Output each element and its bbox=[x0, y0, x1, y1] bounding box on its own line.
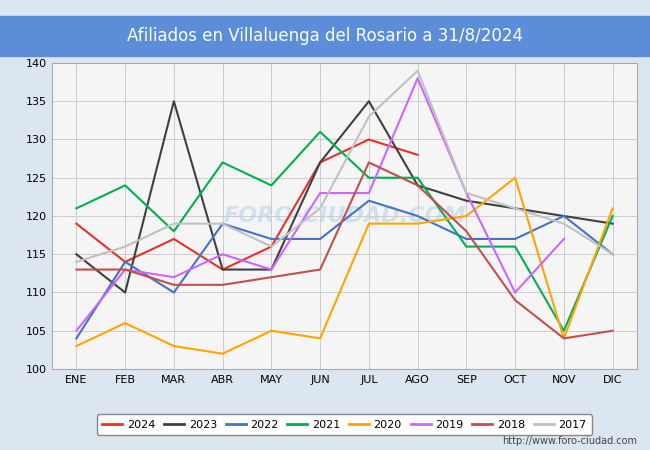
Text: FORO-CIUDAD.COM: FORO-CIUDAD.COM bbox=[223, 206, 466, 226]
Legend: 2024, 2023, 2022, 2021, 2020, 2019, 2018, 2017: 2024, 2023, 2022, 2021, 2020, 2019, 2018… bbox=[97, 414, 592, 436]
Text: http://www.foro-ciudad.com: http://www.foro-ciudad.com bbox=[502, 436, 637, 446]
Text: Afiliados en Villaluenga del Rosario a 31/8/2024: Afiliados en Villaluenga del Rosario a 3… bbox=[127, 27, 523, 45]
